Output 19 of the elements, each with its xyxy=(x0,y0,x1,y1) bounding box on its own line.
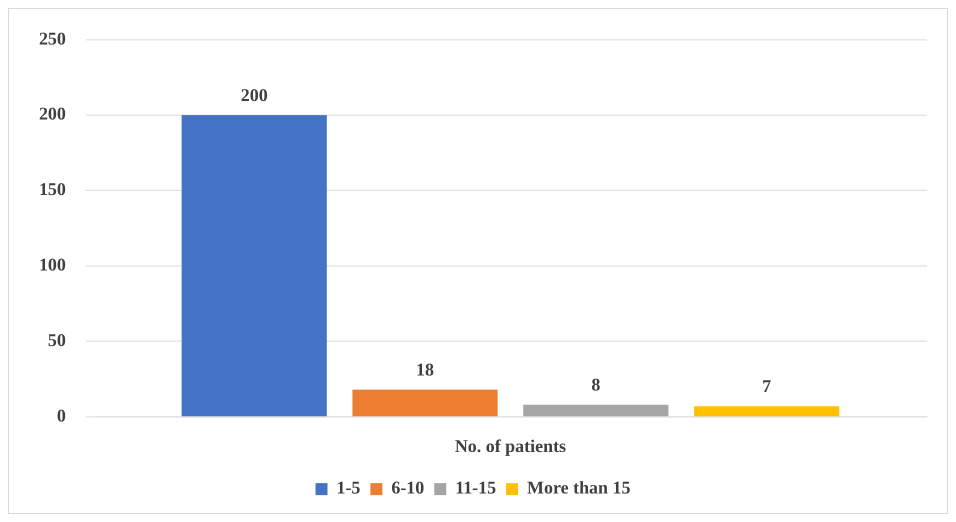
bar xyxy=(694,406,840,416)
y-tick-label: 0 xyxy=(56,405,66,426)
y-tick-label: 250 xyxy=(38,28,66,48)
y-tick-label: 200 xyxy=(38,104,66,124)
data-label: 18 xyxy=(416,359,434,380)
legend-label: More than 15 xyxy=(527,478,630,498)
y-tick-label: 50 xyxy=(48,330,66,350)
x-tick-label: No. of patients xyxy=(454,436,566,456)
data-label: 8 xyxy=(591,374,600,394)
y-tick-label: 100 xyxy=(38,254,66,275)
bar xyxy=(182,115,327,416)
bar xyxy=(352,390,498,416)
legend-label: 1-5 xyxy=(336,478,360,498)
legend-label: 11-15 xyxy=(455,478,496,498)
legend-label: 6-10 xyxy=(391,478,424,498)
y-tick-label: 150 xyxy=(38,179,66,200)
bar xyxy=(523,404,668,416)
data-label: 7 xyxy=(762,376,772,396)
data-label: 200 xyxy=(240,84,268,105)
